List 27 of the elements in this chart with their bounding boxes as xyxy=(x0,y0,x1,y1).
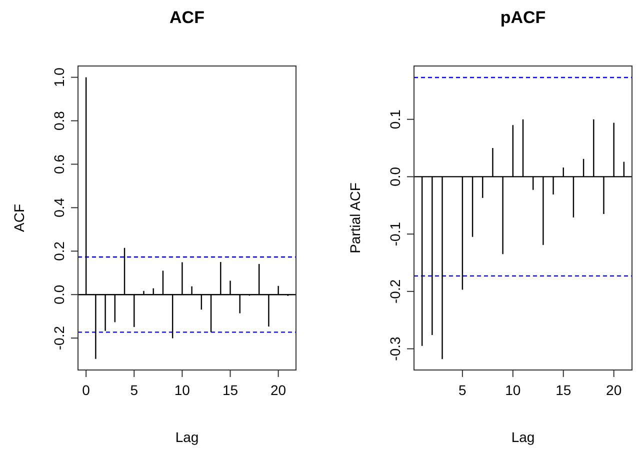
y-tick-label: -0.1 xyxy=(387,222,403,246)
chart-title: ACF xyxy=(170,8,204,27)
y-tick-label: 1.0 xyxy=(51,67,67,88)
x-axis-title: Lag xyxy=(511,429,535,445)
x-tick-label: 20 xyxy=(606,382,622,398)
y-tick-label: 0.8 xyxy=(51,110,67,130)
y-tick-label: 0.2 xyxy=(51,241,67,261)
y-axis-title: ACF xyxy=(11,204,27,232)
y-tick-label: -0.3 xyxy=(387,336,403,361)
y-tick-label: 0.1 xyxy=(387,109,403,130)
y-tick-label: -0.2 xyxy=(387,279,403,304)
x-tick-label: 15 xyxy=(556,382,572,398)
x-tick-label: 20 xyxy=(270,382,286,398)
chart-title: pACF xyxy=(500,8,546,27)
y-tick-label: 0.4 xyxy=(51,198,67,218)
x-axis-title: Lag xyxy=(175,429,199,445)
y-tick-label: -0.2 xyxy=(51,326,67,350)
x-tick-label: 10 xyxy=(505,382,521,398)
x-tick-label: 15 xyxy=(222,382,238,398)
y-tick-label: 0.0 xyxy=(387,166,403,186)
x-tick-label: 10 xyxy=(174,382,190,398)
y-axis-title: Partial ACF xyxy=(347,182,363,254)
y-tick-label: 0.0 xyxy=(51,284,67,304)
y-tick-label: 0.6 xyxy=(51,154,67,174)
x-tick-label: 5 xyxy=(458,382,467,398)
x-tick-label: 5 xyxy=(130,382,138,398)
x-tick-label: 0 xyxy=(82,382,90,398)
